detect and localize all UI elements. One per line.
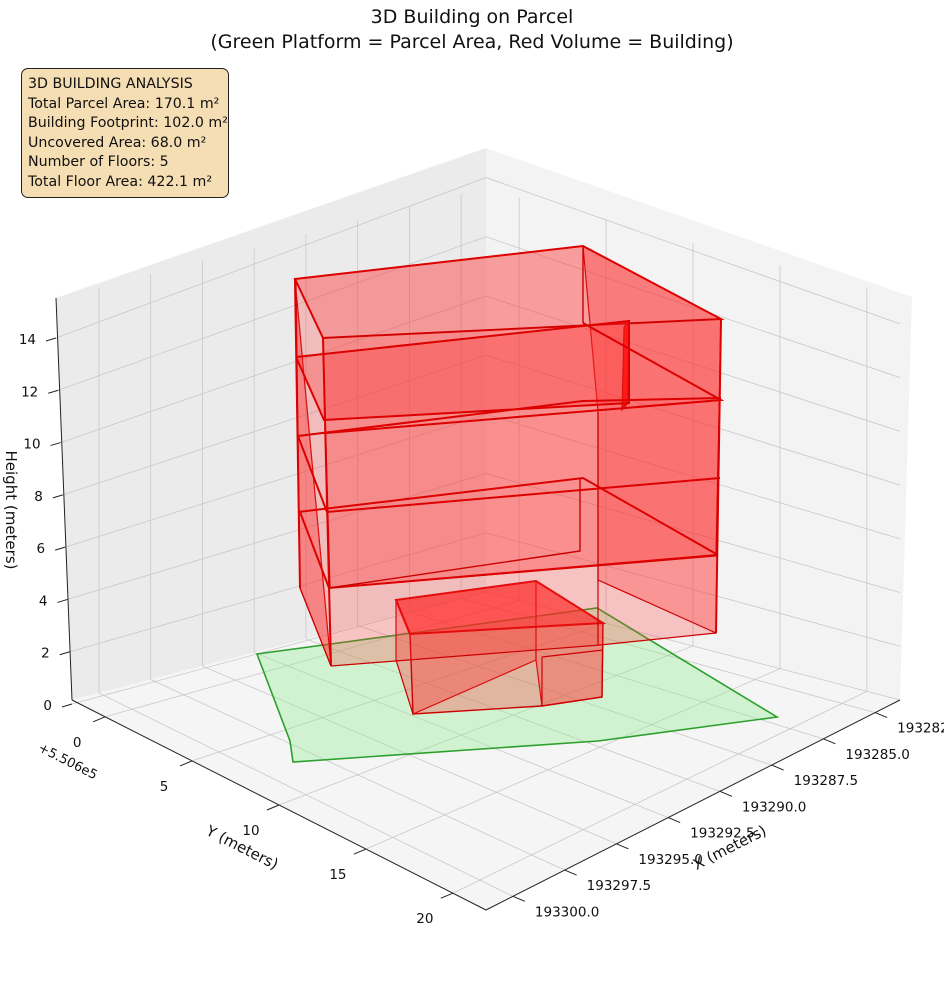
z-tick-label: 4 xyxy=(39,593,48,609)
floor-slab xyxy=(297,397,722,437)
z-axis-line xyxy=(55,297,73,701)
info-line: Number of Floors: 5 xyxy=(28,154,169,170)
y-tick-label: 5 xyxy=(160,779,169,795)
z-gridline xyxy=(55,177,901,339)
x-tick-label: 193282.5 xyxy=(897,721,944,737)
y-gridline xyxy=(365,265,781,850)
x-gridline xyxy=(98,287,514,897)
y-tick-mark xyxy=(92,716,106,723)
floor-slab xyxy=(325,322,725,434)
x-axis-line xyxy=(485,699,901,911)
info-line: Total Floor Area: 422.1 m² xyxy=(28,173,213,190)
z-gridline xyxy=(69,532,901,653)
z-tick-mark xyxy=(52,494,64,499)
z-tick-mark xyxy=(59,651,70,656)
z-axis-label: Height (meters) xyxy=(2,451,20,570)
y-axis-line xyxy=(71,699,487,911)
z-gridline xyxy=(65,413,901,548)
floor-slab xyxy=(295,319,630,422)
z-tick-label: 2 xyxy=(41,646,50,662)
tower-edge xyxy=(299,587,332,667)
z-tick-mark xyxy=(57,598,68,603)
info-box: 3D BUILDING ANALYSIS Total Parcel Area: … xyxy=(21,68,229,198)
z-gridline xyxy=(67,473,901,600)
x-tick-mark xyxy=(616,843,629,850)
z-tick-label: 6 xyxy=(37,541,46,557)
x-gridline xyxy=(150,274,565,871)
y-tick-mark xyxy=(179,760,193,767)
y-tick-label: 0 xyxy=(73,735,82,751)
x-tick-label: 193300.0 xyxy=(535,904,599,920)
tower-edge xyxy=(294,278,301,589)
x-tick-label: 193285.0 xyxy=(845,747,909,763)
info-line: Uncovered Area: 68.0 m² xyxy=(28,134,207,151)
z-gridline xyxy=(62,354,901,496)
floor-pane xyxy=(72,592,900,910)
y-tick-mark xyxy=(266,804,280,811)
x-tick-mark xyxy=(564,869,577,876)
z-gridline xyxy=(58,236,901,391)
info-line: Total Parcel Area: 170.1 m² xyxy=(28,95,220,112)
left-pane xyxy=(56,148,486,700)
x-tick-label: 193287.5 xyxy=(794,773,858,789)
x-tick-label: 193297.5 xyxy=(587,878,651,894)
info-line: Building Footprint: 102.0 m² xyxy=(28,115,228,131)
z-tick-mark xyxy=(61,703,73,708)
building-volume xyxy=(293,244,725,715)
lower-block-edge xyxy=(395,599,411,635)
y-gridline xyxy=(191,220,607,762)
y-gridline xyxy=(452,288,868,894)
z-tick-label: 0 xyxy=(43,698,52,714)
z-tick-label: 12 xyxy=(21,384,38,400)
x-tick-mark xyxy=(512,895,526,902)
x-gridline xyxy=(357,220,772,766)
x-tick-label: 193290.0 xyxy=(742,799,806,815)
tower-edge xyxy=(599,632,717,646)
y-tick-mark xyxy=(353,848,367,855)
x-gridline xyxy=(202,260,617,845)
tower-edge xyxy=(322,337,332,667)
z-tick-mark xyxy=(50,442,61,447)
z-tick-label: 14 xyxy=(19,332,36,348)
floor-slab xyxy=(297,476,719,556)
x-tick-mark xyxy=(719,790,733,797)
tower-edge xyxy=(715,318,722,634)
info-title: 3D BUILDING ANALYSIS xyxy=(28,76,193,92)
x-tick-mark xyxy=(823,738,836,745)
x-gridline xyxy=(305,233,721,792)
y-tick-label: 20 xyxy=(416,911,433,927)
x-tick-mark xyxy=(667,817,681,824)
y-tick-label: 10 xyxy=(242,823,259,839)
z-tick-mark xyxy=(54,546,66,551)
chart-title: 3D Building on Parcel xyxy=(370,6,574,28)
x-tick-mark xyxy=(874,712,888,719)
z-tick-label: 8 xyxy=(34,489,43,505)
x-tick-label: 193295.0 xyxy=(638,852,702,868)
y-tick-label: 15 xyxy=(329,867,346,883)
x-tick-mark xyxy=(771,764,784,771)
y-offset-label: +5.506e5 xyxy=(35,741,99,784)
tower-edge xyxy=(330,644,601,667)
axes xyxy=(45,297,901,911)
grid-lines xyxy=(55,177,901,897)
chart-subtitle: (Green Platform = Parcel Area, Red Volum… xyxy=(210,31,734,53)
x-gridline xyxy=(253,247,669,818)
parcel-platform xyxy=(255,607,780,763)
y-tick-mark xyxy=(440,892,454,899)
z-tick-label: 10 xyxy=(23,437,40,453)
floor-slab xyxy=(328,478,581,589)
z-tick-mark xyxy=(48,389,59,394)
lower-block-edge xyxy=(541,649,604,658)
y-gridline xyxy=(278,243,694,806)
x-tick-label: 193292.5 xyxy=(690,826,754,842)
z-tick-mark xyxy=(45,337,57,342)
tower-front-face xyxy=(295,246,721,666)
